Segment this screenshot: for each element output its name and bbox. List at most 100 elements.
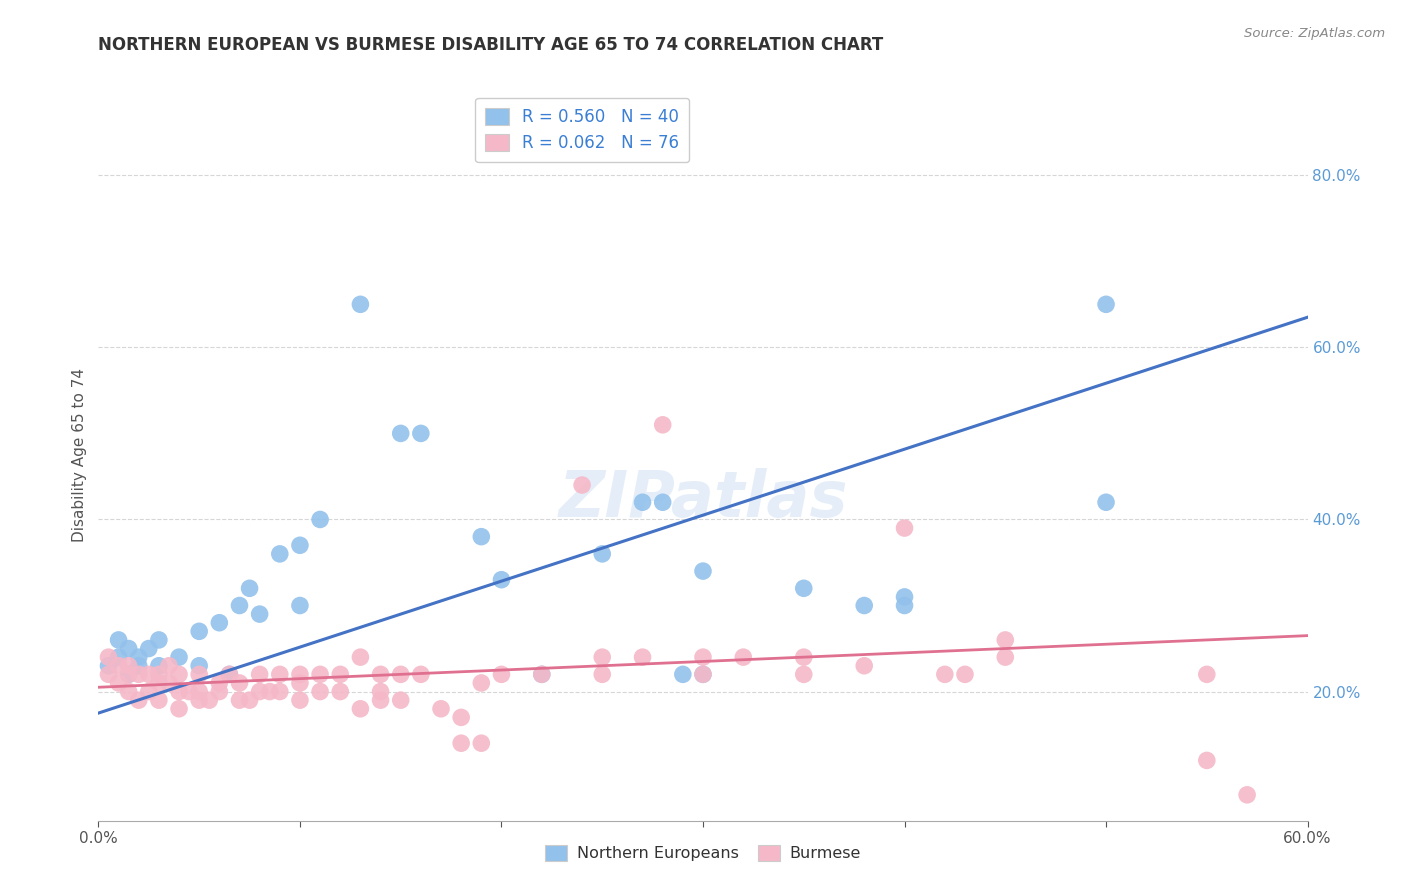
Point xyxy=(269,547,291,561)
Point xyxy=(107,650,129,665)
Point xyxy=(1236,788,1258,802)
Point xyxy=(107,676,129,690)
Point xyxy=(188,684,211,698)
Point xyxy=(370,693,392,707)
Point xyxy=(148,676,170,690)
Point xyxy=(167,650,190,665)
Point xyxy=(288,599,311,613)
Point xyxy=(893,521,915,535)
Point xyxy=(329,684,352,698)
Point xyxy=(530,667,553,681)
Point xyxy=(1195,667,1218,681)
Point xyxy=(389,693,412,707)
Point xyxy=(288,693,311,707)
Point xyxy=(188,658,211,673)
Point xyxy=(893,590,915,604)
Point xyxy=(893,599,915,613)
Point xyxy=(470,676,492,690)
Point xyxy=(349,297,371,311)
Text: ZIPatlas: ZIPatlas xyxy=(558,467,848,530)
Point xyxy=(329,667,352,681)
Point xyxy=(148,667,170,681)
Point xyxy=(349,702,371,716)
Point xyxy=(491,573,513,587)
Point xyxy=(591,650,613,665)
Point xyxy=(994,650,1017,665)
Point xyxy=(934,667,956,681)
Point xyxy=(188,667,211,681)
Point xyxy=(97,658,120,673)
Point xyxy=(1195,753,1218,767)
Point xyxy=(97,667,120,681)
Point xyxy=(218,667,240,681)
Point xyxy=(148,693,170,707)
Point xyxy=(631,495,654,509)
Point xyxy=(692,564,714,578)
Point xyxy=(138,641,160,656)
Point xyxy=(953,667,976,681)
Point xyxy=(179,684,201,698)
Point xyxy=(370,667,392,681)
Point xyxy=(349,650,371,665)
Point xyxy=(228,676,250,690)
Point xyxy=(249,684,271,698)
Point xyxy=(288,538,311,552)
Point xyxy=(128,667,150,681)
Point xyxy=(128,693,150,707)
Point xyxy=(470,736,492,750)
Point xyxy=(167,667,190,681)
Point xyxy=(853,599,876,613)
Point xyxy=(188,624,211,639)
Point xyxy=(269,684,291,698)
Point xyxy=(228,599,250,613)
Point xyxy=(118,667,141,681)
Point xyxy=(450,736,472,750)
Point xyxy=(591,667,613,681)
Point xyxy=(389,426,412,441)
Legend: Northern Europeans, Burmese: Northern Europeans, Burmese xyxy=(538,838,868,868)
Point xyxy=(97,650,120,665)
Point xyxy=(409,426,432,441)
Point xyxy=(430,702,453,716)
Point xyxy=(692,667,714,681)
Point xyxy=(107,658,129,673)
Point xyxy=(450,710,472,724)
Point xyxy=(128,650,150,665)
Point xyxy=(692,667,714,681)
Point xyxy=(370,684,392,698)
Point xyxy=(853,658,876,673)
Point xyxy=(167,702,190,716)
Point xyxy=(1095,297,1118,311)
Point xyxy=(118,667,141,681)
Point xyxy=(157,676,180,690)
Point xyxy=(118,658,141,673)
Point xyxy=(148,658,170,673)
Point xyxy=(470,530,492,544)
Point xyxy=(107,632,129,647)
Point xyxy=(793,582,815,596)
Point xyxy=(1095,495,1118,509)
Point xyxy=(309,684,332,698)
Point xyxy=(309,512,332,526)
Point xyxy=(309,667,332,681)
Point xyxy=(571,478,593,492)
Y-axis label: Disability Age 65 to 74: Disability Age 65 to 74 xyxy=(72,368,87,542)
Point xyxy=(793,650,815,665)
Point xyxy=(651,417,673,432)
Point xyxy=(188,693,211,707)
Point xyxy=(631,650,654,665)
Point xyxy=(793,667,815,681)
Point xyxy=(157,658,180,673)
Point xyxy=(148,632,170,647)
Point xyxy=(692,650,714,665)
Point xyxy=(530,667,553,681)
Point xyxy=(239,582,262,596)
Text: Source: ZipAtlas.com: Source: ZipAtlas.com xyxy=(1244,27,1385,40)
Point xyxy=(208,676,231,690)
Point xyxy=(409,667,432,681)
Point xyxy=(118,684,141,698)
Point xyxy=(651,495,673,509)
Point xyxy=(491,667,513,681)
Point xyxy=(228,693,250,707)
Point xyxy=(208,684,231,698)
